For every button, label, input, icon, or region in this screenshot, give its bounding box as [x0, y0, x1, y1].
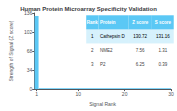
svg-text:102: 102	[24, 29, 33, 35]
svg-text:131.16: 131.16	[156, 34, 170, 39]
svg-text:3: 3	[91, 62, 94, 67]
svg-text:P2: P2	[100, 62, 106, 67]
svg-text:Signal Rank: Signal Rank	[89, 101, 116, 107]
svg-text:68: 68	[27, 48, 33, 54]
svg-text:30: 30	[168, 91, 174, 97]
svg-text:Rank: Rank	[87, 20, 99, 25]
svg-text:S score: S score	[155, 20, 172, 25]
svg-text:0: 0	[29, 86, 32, 92]
svg-text:1: 1	[91, 34, 94, 39]
svg-text:2: 2	[91, 48, 94, 53]
svg-text:7.56: 7.56	[136, 48, 145, 53]
svg-text:NME2: NME2	[100, 48, 113, 53]
svg-text:Strength of Signal (Z score): Strength of Signal (Z score)	[8, 20, 14, 81]
svg-text:Z score: Z score	[132, 20, 149, 25]
svg-text:Human Protein Microarray Speci: Human Protein Microarray Specificity Val…	[20, 6, 157, 12]
svg-text:Cathepsin D: Cathepsin D	[100, 34, 126, 39]
svg-text:1: 1	[35, 91, 38, 97]
svg-text:6.25: 6.25	[136, 62, 145, 67]
svg-text:20: 20	[122, 91, 128, 97]
svg-text:136: 136	[23, 10, 33, 16]
svg-text:34: 34	[27, 67, 33, 73]
svg-text:1.31: 1.31	[158, 48, 167, 53]
svg-text:10: 10	[76, 91, 82, 97]
svg-text:Protein: Protein	[100, 20, 116, 25]
svg-text:130.72: 130.72	[133, 34, 147, 39]
svg-text:0.39: 0.39	[158, 62, 167, 67]
